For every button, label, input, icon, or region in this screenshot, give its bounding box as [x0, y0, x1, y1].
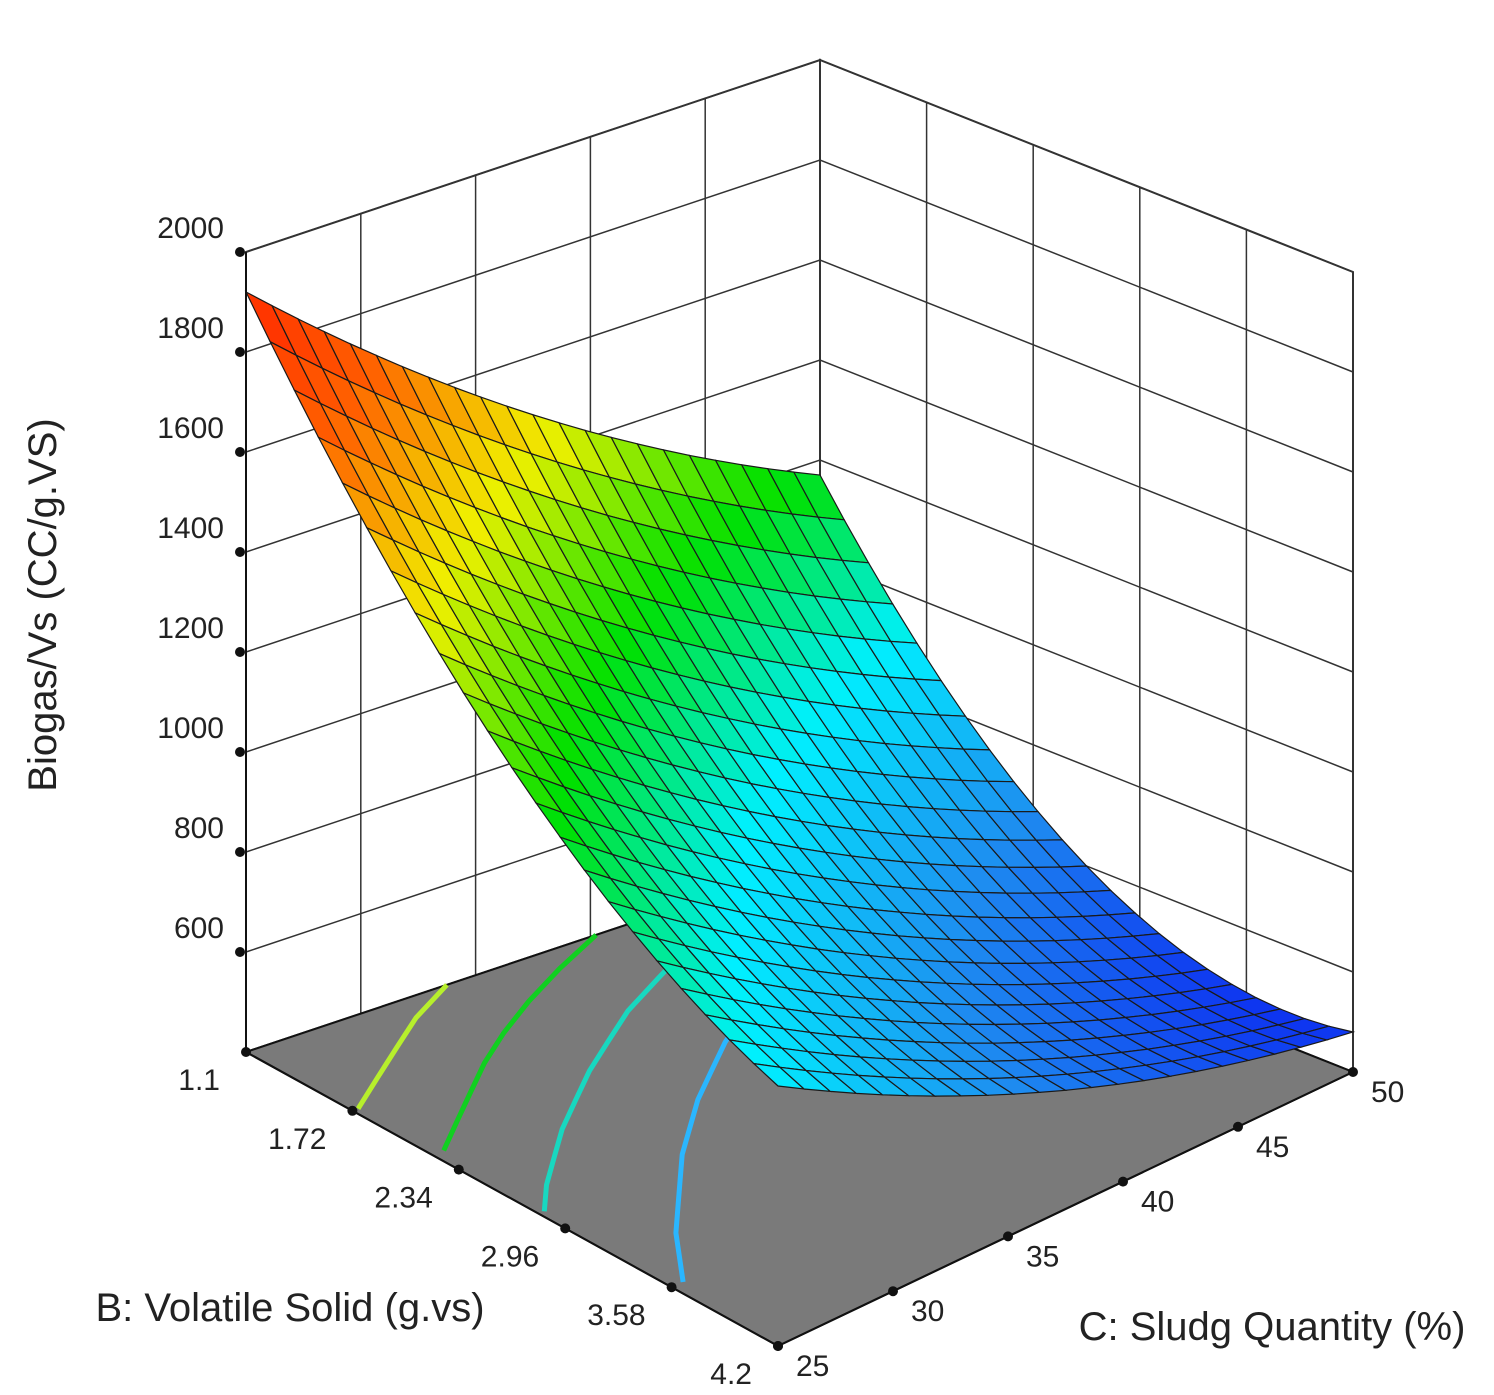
- z-tick-label: 1600: [157, 412, 224, 445]
- x-axis-line: [245, 1051, 779, 1347]
- z-tick-label: 1400: [157, 512, 224, 545]
- x-tick-mark: [453, 1164, 464, 1175]
- y-tick-label: 45: [1256, 1131, 1289, 1164]
- z-axis-title: Biogas/Vs (CC/g.VS): [21, 418, 65, 791]
- y-tick-mark: [1233, 1121, 1243, 1132]
- y-tick-mark: [1003, 1231, 1013, 1242]
- z-tick-mark: [235, 447, 245, 457]
- z-tick-mark: [235, 847, 245, 857]
- y-tick-mark: [1118, 1176, 1128, 1187]
- z-tick-label: 1800: [157, 312, 224, 345]
- y-tick-label: 25: [796, 1350, 829, 1383]
- y-tick-mark: [773, 1341, 783, 1351]
- z-gridline: [245, 59, 1354, 273]
- x-tick-mark: [666, 1282, 677, 1293]
- x-tick-label: 3.58: [587, 1299, 645, 1332]
- x-axis-title: B: Volatile Solid (g.vs): [95, 1286, 484, 1330]
- contour-line: [355, 983, 449, 1111]
- z-tick-label: 600: [174, 912, 224, 945]
- y-tick-label: 40: [1141, 1186, 1174, 1219]
- tick-labels: 600 800 1000 1200 1400 1600 1800 2000 1.1 1.72 2.3…: [157, 212, 1404, 1391]
- y-axis-title: C: Sludg Quantity (%): [1079, 1305, 1466, 1349]
- y-tick-label: 35: [1026, 1240, 1059, 1273]
- y-tick-label: 30: [911, 1295, 944, 1328]
- z-tick-mark: [235, 247, 245, 257]
- response-surface: [244, 290, 1356, 1097]
- contour-line: [441, 933, 598, 1152]
- axes: [235, 247, 1358, 1351]
- surface-cell: [1300, 1025, 1356, 1041]
- y-tick-mark: [1348, 1067, 1358, 1077]
- z-tick-mark: [235, 547, 245, 557]
- x-tick-label: 1.1: [178, 1064, 220, 1097]
- x-tick-label: 1.72: [268, 1123, 326, 1156]
- x-tick-mark: [560, 1223, 571, 1234]
- x-tick-label: 4.2: [710, 1358, 752, 1391]
- z-tick-label: 800: [174, 812, 224, 845]
- z-tick-label: 1200: [157, 612, 224, 645]
- y-axis-line: [777, 1071, 1354, 1347]
- x-tick-label: 2.96: [481, 1240, 539, 1273]
- z-tick-mark: [235, 347, 245, 357]
- z-tick-mark: [235, 747, 245, 757]
- x-tick-mark: [347, 1105, 358, 1116]
- y-tick-label: 50: [1371, 1076, 1404, 1109]
- z-tick-label: 1000: [157, 712, 224, 745]
- x-tick-label: 2.34: [374, 1182, 432, 1215]
- z-tick-mark: [235, 647, 245, 657]
- z-tick-label: 2000: [157, 212, 224, 245]
- z-gridline: [245, 159, 1354, 373]
- y-tick-mark: [888, 1286, 898, 1297]
- x-tick-mark: [241, 1047, 251, 1057]
- z-tick-mark: [235, 947, 245, 957]
